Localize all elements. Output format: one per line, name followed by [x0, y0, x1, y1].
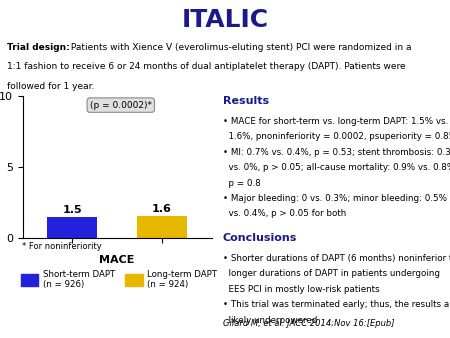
Text: • MACE for short-term vs. long-term DAPT: 1.5% vs.: • MACE for short-term vs. long-term DAPT…	[223, 117, 448, 126]
Text: likely underpowered: likely underpowered	[223, 316, 317, 325]
Bar	[47, 217, 97, 238]
Text: • Shorter durations of DAPT (6 months) noninferior to: • Shorter durations of DAPT (6 months) n…	[223, 254, 450, 263]
Text: 1.6: 1.6	[152, 204, 172, 214]
Text: 1.6%, pnoninferiority = 0.0002, psuperiority = 0.85: 1.6%, pnoninferiority = 0.0002, psuperio…	[223, 132, 450, 141]
Text: 1.5: 1.5	[62, 205, 82, 215]
Text: Conclusions: Conclusions	[223, 234, 297, 243]
Legend: Short-term DAPT
(n = 926), Long-term DAPT
(n = 924): Short-term DAPT (n = 926), Long-term DAP…	[18, 266, 220, 293]
Text: vs. 0%, p > 0.05; all-cause mortality: 0.9% vs. 0.8%,: vs. 0%, p > 0.05; all-cause mortality: 0…	[223, 163, 450, 172]
Text: Patients with Xience V (everolimus-eluting stent) PCI were randomized in a: Patients with Xience V (everolimus-eluti…	[68, 43, 411, 52]
Text: ITALIC: ITALIC	[181, 7, 269, 31]
Text: • Major bleeding: 0 vs. 0.3%; minor bleeding: 0.5%: • Major bleeding: 0 vs. 0.3%; minor blee…	[223, 194, 447, 203]
Text: Gilard M, et al. JACC 2014;Nov 16:[Epub]: Gilard M, et al. JACC 2014;Nov 16:[Epub]	[223, 318, 394, 328]
Text: • MI: 0.7% vs. 0.4%, p = 0.53; stent thrombosis: 0.3%: • MI: 0.7% vs. 0.4%, p = 0.53; stent thr…	[223, 148, 450, 156]
Text: EES PCI in mostly low-risk patients: EES PCI in mostly low-risk patients	[223, 285, 379, 294]
Text: longer durations of DAPT in patients undergoing: longer durations of DAPT in patients und…	[223, 269, 440, 278]
Text: followed for 1 year.: followed for 1 year.	[7, 82, 94, 91]
Text: MACE: MACE	[99, 255, 135, 265]
Text: www.cardiosource.org: www.cardiosource.org	[26, 322, 100, 328]
Text: (p = 0.0002)*: (p = 0.0002)*	[90, 101, 152, 110]
Text: • This trial was terminated early; thus, the results are: • This trial was terminated early; thus,…	[223, 300, 450, 309]
Text: vs. 0.4%, p > 0.05 for both: vs. 0.4%, p > 0.05 for both	[223, 210, 346, 218]
Text: Trial design:: Trial design:	[7, 43, 69, 52]
Text: Results: Results	[223, 96, 269, 106]
Text: p = 0.8: p = 0.8	[223, 178, 261, 188]
Text: 1:1 fashion to receive 6 or 24 months of dual antiplatelet therapy (DAPT). Patie: 1:1 fashion to receive 6 or 24 months of…	[7, 62, 405, 71]
Text: * For noninferiority: * For noninferiority	[22, 242, 102, 251]
Bar	[137, 216, 187, 238]
